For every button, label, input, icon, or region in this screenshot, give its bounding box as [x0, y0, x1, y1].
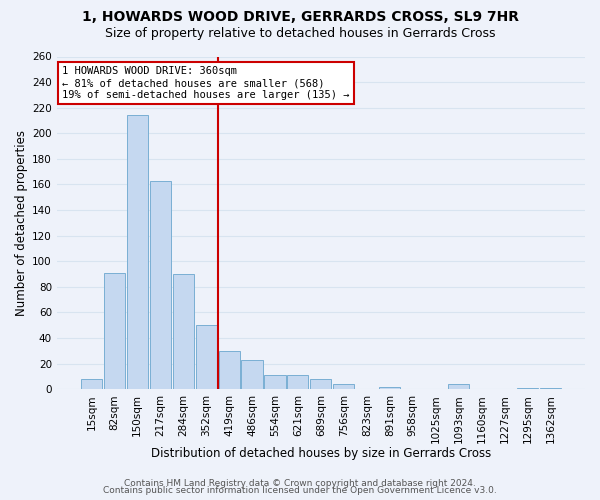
Bar [448, 384, 469, 389]
Bar [127, 116, 148, 389]
Bar [333, 384, 355, 389]
Bar [196, 325, 217, 389]
Bar [241, 360, 263, 389]
Bar [104, 273, 125, 389]
Text: 1, HOWARDS WOOD DRIVE, GERRARDS CROSS, SL9 7HR: 1, HOWARDS WOOD DRIVE, GERRARDS CROSS, S… [82, 10, 518, 24]
Text: Size of property relative to detached houses in Gerrards Cross: Size of property relative to detached ho… [105, 28, 495, 40]
Bar [149, 180, 171, 389]
Bar [81, 379, 102, 389]
Bar [218, 351, 239, 389]
Bar [379, 386, 400, 389]
Bar [287, 375, 308, 389]
X-axis label: Distribution of detached houses by size in Gerrards Cross: Distribution of detached houses by size … [151, 447, 491, 460]
Y-axis label: Number of detached properties: Number of detached properties [15, 130, 28, 316]
Bar [540, 388, 561, 389]
Text: Contains HM Land Registry data © Crown copyright and database right 2024.: Contains HM Land Registry data © Crown c… [124, 478, 476, 488]
Bar [310, 379, 331, 389]
Bar [517, 388, 538, 389]
Bar [173, 274, 194, 389]
Text: 1 HOWARDS WOOD DRIVE: 360sqm
← 81% of detached houses are smaller (568)
19% of s: 1 HOWARDS WOOD DRIVE: 360sqm ← 81% of de… [62, 66, 350, 100]
Text: Contains public sector information licensed under the Open Government Licence v3: Contains public sector information licen… [103, 486, 497, 495]
Bar [265, 375, 286, 389]
